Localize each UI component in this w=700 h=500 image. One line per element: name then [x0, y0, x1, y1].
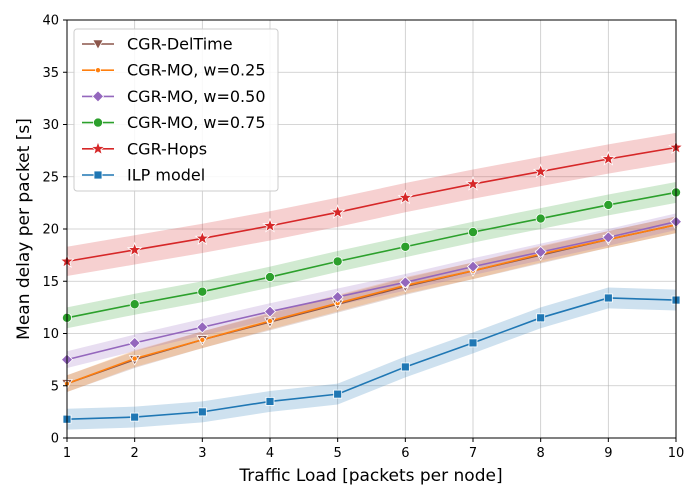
point-cgr-mo-w-0-75: [332, 256, 343, 267]
series-lines: [66, 146, 677, 420]
legend-label-cgr-hops: CGR-Hops: [127, 139, 207, 158]
line-ilp-model: [66, 297, 677, 420]
point-cgr-mo-w-0-75: [197, 286, 208, 297]
band-ilp-model: [67, 287, 676, 430]
legend-label-cgr-deltime: CGR-DelTime: [127, 35, 233, 54]
point-cgr-mo-w-0-50: [331, 290, 344, 303]
point-cgr-mo-w-0-25: [131, 355, 138, 362]
point-cgr-mo-w-0-50: [399, 276, 412, 289]
point-cgr-mo-w-0-75: [535, 213, 546, 224]
point-ilp-model: [536, 313, 546, 323]
x-tick-label: 6: [401, 446, 409, 461]
point-cgr-mo-w-0-50: [534, 245, 547, 259]
point-cgr-mo-w-0-25: [266, 317, 273, 324]
band-cgr-mo-w-0-75: [67, 181, 676, 329]
point-cgr-mo-w-0-75: [129, 299, 140, 310]
x-tick-label: 10: [668, 446, 685, 461]
point-ilp-model: [400, 362, 410, 372]
legend-marker-cgr-mo-w-0-75: [93, 117, 104, 128]
y-tick-label: 30: [42, 118, 59, 133]
legend-box: [73, 28, 279, 192]
y-tick-label: 10: [42, 327, 59, 342]
point-ilp-model: [197, 407, 207, 417]
point-ilp-model: [333, 389, 343, 399]
series-markers: [59, 139, 684, 424]
band-cgr-mo-w-0-50: [67, 213, 676, 368]
band-cgr-deltime: [67, 216, 676, 393]
point-cgr-hops: [262, 217, 278, 233]
point-cgr-mo-w-0-75: [467, 227, 478, 238]
point-cgr-hops: [532, 163, 549, 179]
point-cgr-mo-w-0-50: [128, 336, 141, 349]
point-cgr-mo-w-0-75: [264, 272, 275, 283]
legend-label-cgr-mo-w-0-50: CGR-MO, w=0.50: [127, 87, 266, 106]
line-cgr-mo-w-0-75: [66, 191, 677, 319]
x-tick-label: 3: [198, 446, 206, 461]
y-tick-label: 15: [42, 275, 59, 290]
point-cgr-hops: [194, 230, 211, 246]
y-tick-label: 35: [42, 66, 59, 81]
legend: CGR-DelTime CGR-MO, w=0.25 CGR-MO, w=0.50 C…: [73, 28, 279, 192]
y-axis-label: Mean delay per packet [s]: [14, 118, 34, 340]
line-cgr-hops: [66, 146, 677, 263]
point-cgr-hops: [397, 189, 414, 205]
legend-marker-cgr-mo-w-0-50: [91, 90, 105, 103]
x-tick-label: 2: [131, 446, 139, 461]
x-tick-label: 7: [469, 446, 477, 461]
legend-marker-cgr-deltime: [92, 39, 104, 51]
y-axis-ticks: 0 5 10 15 20 25 30 35 40: [42, 14, 67, 447]
y-tick-label: 5: [51, 379, 59, 394]
band-cgr-mo-w-0-25: [67, 216, 676, 393]
legend-label-cgr-mo-w-0-25: CGR-MO, w=0.25: [127, 61, 266, 80]
x-tick-label: 5: [334, 446, 342, 461]
y-tick-label: 0: [51, 432, 59, 447]
point-ilp-model: [468, 338, 478, 348]
x-tick-label: 9: [604, 446, 612, 461]
legend-marker-ilp-model: [93, 170, 103, 180]
point-cgr-hops: [329, 204, 346, 219]
x-tick-label: 4: [266, 446, 274, 461]
y-tick-label: 40: [42, 14, 59, 29]
x-axis-ticks: 1 2 3 4 5 6 7 8 9 10: [63, 438, 684, 461]
legend-label-cgr-mo-w-0-75: CGR-MO, w=0.75: [127, 113, 266, 132]
point-cgr-mo-w-0-75: [603, 199, 614, 210]
point-cgr-mo-w-0-25: [199, 336, 206, 343]
legend-marker-cgr-mo-w-0-25: [95, 67, 102, 74]
x-tick-label: 1: [63, 446, 71, 461]
point-ilp-model: [130, 412, 140, 422]
point-ilp-model: [603, 293, 613, 303]
line-cgr-mo-w-0-50: [66, 220, 677, 361]
point-cgr-hops: [126, 241, 143, 257]
point-cgr-mo-w-0-50: [466, 260, 480, 273]
point-cgr-hops: [600, 150, 617, 166]
point-cgr-hops: [465, 175, 481, 191]
legend-marker-cgr-hops: [90, 140, 106, 156]
y-tick-label: 20: [42, 223, 59, 238]
y-tick-label: 25: [42, 170, 59, 185]
point-cgr-mo-w-0-50: [196, 321, 209, 334]
x-axis-label: Traffic Load [packets per node]: [238, 466, 502, 486]
x-tick-label: 8: [537, 446, 545, 461]
point-cgr-mo-w-0-50: [602, 231, 615, 244]
point-cgr-mo-w-0-50: [263, 305, 277, 318]
point-ilp-model: [265, 397, 275, 406]
legend-label-ilp-model: ILP model: [127, 166, 205, 185]
line-cgr-mo-w-0-25: [66, 224, 677, 385]
point-cgr-mo-w-0-75: [400, 241, 411, 252]
